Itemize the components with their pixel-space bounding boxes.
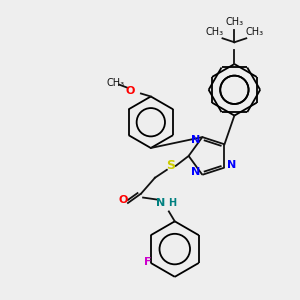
Text: O: O [118,196,128,206]
Text: CH₃: CH₃ [206,27,224,37]
Text: O: O [125,85,135,95]
Text: N: N [191,135,200,145]
Text: S: S [166,159,175,172]
Text: N: N [156,199,166,208]
Text: H: H [168,197,176,208]
Text: N: N [227,160,237,170]
Text: CH₃: CH₃ [245,27,263,37]
Text: CH₃: CH₃ [106,78,124,88]
Text: F: F [144,257,152,267]
Text: N: N [191,167,200,177]
Text: CH₃: CH₃ [225,17,244,27]
